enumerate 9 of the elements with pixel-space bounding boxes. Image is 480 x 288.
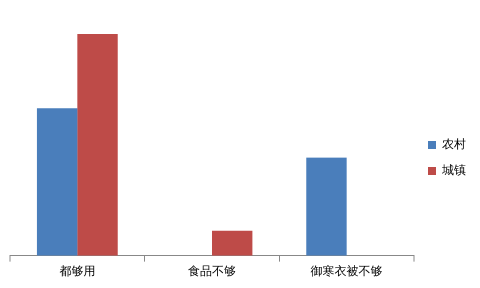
x-tick-label: 都够用 [59, 264, 96, 278]
bar [306, 158, 347, 256]
x-tick-label: 食品不够 [188, 264, 236, 278]
bar [212, 230, 252, 256]
legend-label: 城镇 [441, 163, 466, 178]
bar [77, 34, 118, 256]
x-tick-label: 御寒衣被不够 [310, 264, 383, 278]
bar [36, 108, 78, 256]
legend-label: 农村 [442, 137, 466, 152]
